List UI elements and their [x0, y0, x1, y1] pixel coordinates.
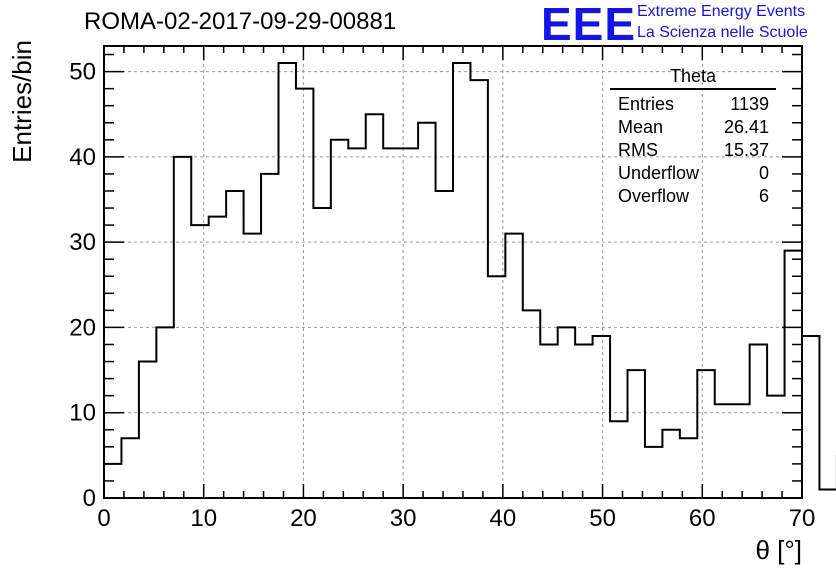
histogram-bin — [401, 148, 418, 498]
histogram-bin — [488, 276, 505, 498]
histogram-bin — [680, 438, 697, 498]
histogram-bin — [279, 63, 296, 498]
logo-tagline-2: La Scienza nelle Scuole — [637, 24, 808, 41]
plot-frame — [103, 45, 803, 499]
histogram-bin — [348, 148, 365, 498]
histogram-bin — [628, 370, 645, 498]
histogram-bin — [785, 251, 802, 498]
stats-value: 15.37 — [724, 140, 769, 160]
stats-label: Overflow — [618, 186, 690, 206]
y-axis-title: Entries/bin — [7, 40, 37, 163]
histogram-bin — [139, 362, 156, 498]
histogram-bin — [261, 174, 278, 498]
histogram-bin — [209, 217, 226, 498]
stats-value: 0 — [759, 163, 769, 183]
histogram-bin — [436, 191, 453, 498]
stats-label: Entries — [618, 94, 674, 114]
y-tick-label: 30 — [69, 229, 96, 256]
logo-tagline-1: Extreme Energy Events — [637, 3, 806, 20]
histogram-bin — [383, 148, 400, 498]
histogram-bin — [296, 89, 313, 498]
histogram-bin — [697, 370, 714, 498]
x-tick-label: 10 — [190, 505, 217, 532]
x-tick-label: 0 — [97, 505, 110, 532]
histogram-bin — [732, 404, 749, 498]
x-tick-label: 70 — [789, 505, 816, 532]
run-title: ROMA-02-2017-09-29-00881 — [84, 8, 397, 35]
stats-label: Mean — [618, 117, 663, 137]
histogram-bin — [750, 344, 767, 498]
histogram-bin — [593, 336, 610, 498]
x-axis-title: θ [°] — [755, 535, 802, 565]
x-tick-label: 20 — [290, 505, 317, 532]
x-tick-label: 60 — [689, 505, 716, 532]
histogram-bin — [244, 234, 261, 498]
stats-label: RMS — [618, 140, 658, 160]
histogram-bin — [313, 208, 330, 498]
y-tick-label: 10 — [69, 400, 96, 427]
histogram-bin — [610, 421, 627, 498]
histogram-bin — [645, 447, 662, 498]
histogram-bin — [418, 123, 435, 498]
axis-ticks — [103, 46, 803, 499]
histogram-bin — [191, 225, 208, 498]
stats-label: Underflow — [618, 163, 700, 183]
eee-logo: EEE — [541, 0, 637, 50]
histogram-bin — [662, 430, 679, 498]
histogram-bin — [174, 157, 191, 498]
histogram-bin — [226, 191, 243, 498]
stats-value: 26.41 — [724, 117, 769, 137]
histogram-outline — [103, 62, 836, 498]
histogram-bin — [715, 404, 732, 498]
stats-box-title: Theta — [670, 66, 717, 86]
histogram-bin — [819, 489, 836, 498]
histogram-bin — [470, 80, 487, 498]
stats-value: 1139 — [730, 94, 769, 114]
histogram-bin — [505, 234, 522, 498]
histogram-bin — [366, 114, 383, 498]
y-tick-label: 20 — [69, 314, 96, 341]
x-tick-label: 30 — [390, 505, 417, 532]
histogram-bin — [121, 438, 138, 498]
histogram-bin — [575, 344, 592, 498]
histogram-bin — [523, 310, 540, 498]
histogram-bin — [453, 63, 470, 498]
histogram-bin — [802, 336, 819, 498]
y-tick-label: 50 — [69, 59, 96, 86]
x-tick-label: 50 — [589, 505, 616, 532]
histogram-bin — [331, 140, 348, 498]
histogram-bin — [767, 396, 784, 498]
y-tick-label: 40 — [69, 144, 96, 171]
stats-value: 6 — [759, 186, 769, 206]
y-tick-label: 0 — [83, 485, 96, 512]
x-tick-label: 40 — [490, 505, 517, 532]
histogram-bin — [558, 327, 575, 498]
stats-box: Theta Entries 1139 Mean 26.41 RMS 15.37 Underfl… — [610, 66, 776, 206]
histogram-bin — [540, 344, 557, 498]
histogram-bin — [156, 327, 173, 498]
